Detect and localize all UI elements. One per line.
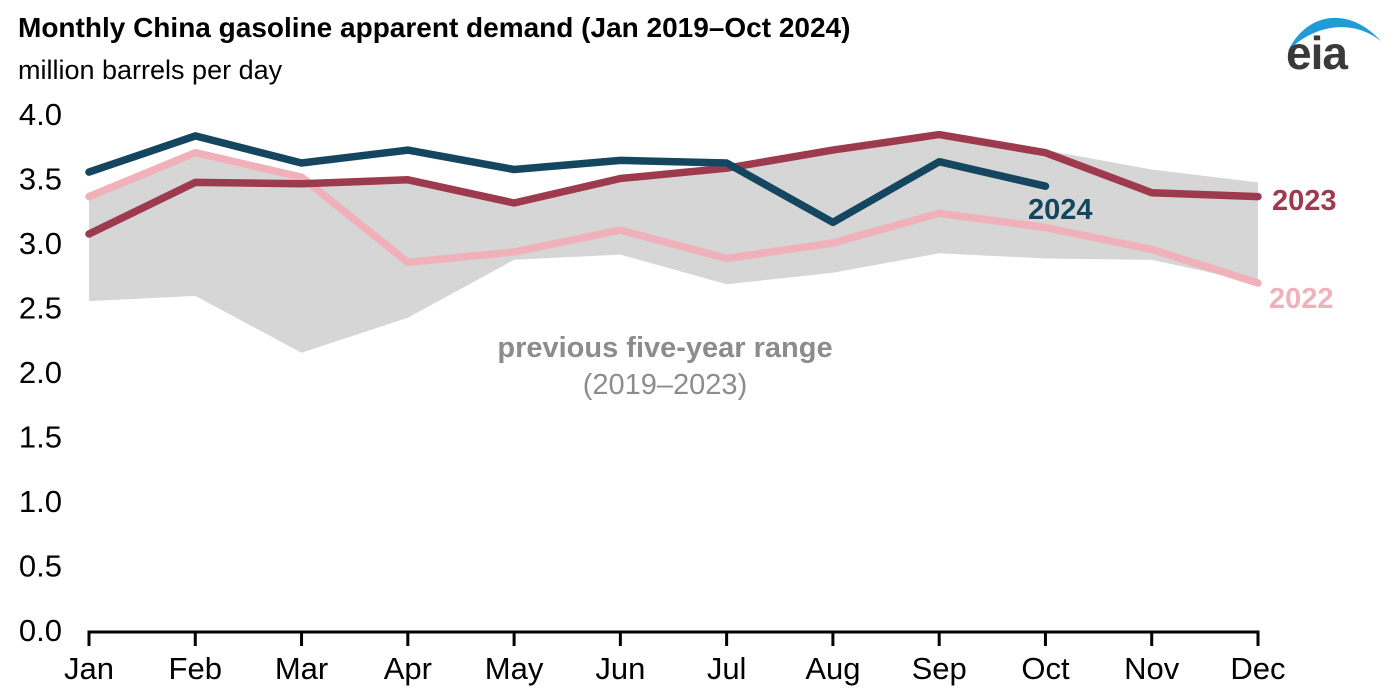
range-band-label: previous five-year range (2019–2023) [460, 330, 870, 404]
y-axis-label: 2.5 [19, 291, 62, 326]
x-axis-label: Aug [805, 651, 860, 686]
y-axis-label: 2.0 [19, 355, 62, 390]
x-axis-label: Oct [1021, 651, 1070, 686]
x-axis-label: Jan [64, 651, 114, 686]
y-axis-label: 0.5 [19, 549, 62, 584]
series-label-2023: 2023 [1272, 185, 1337, 217]
range-band-label-line2: (2019–2023) [582, 369, 748, 401]
y-axis-label: 0.0 [19, 613, 62, 648]
x-axis-label: Mar [275, 651, 328, 686]
y-axis-label: 3.5 [19, 162, 62, 197]
x-axis-label: Apr [384, 651, 432, 686]
x-axis-label: Jun [595, 651, 645, 686]
y-axis-label: 3.0 [19, 226, 62, 261]
x-axis-label: Feb [169, 651, 222, 686]
y-axis-label: 1.5 [19, 420, 62, 455]
series-label-2024: 2024 [1028, 194, 1093, 226]
y-axis-label: 1.0 [19, 484, 62, 519]
eia-logo-graphic: eia [1286, 17, 1381, 79]
x-axis-label: May [485, 651, 544, 686]
y-axis-label: 4.0 [19, 97, 62, 132]
series-line-2022 [85, 148, 1262, 287]
eia-swoosh-icon [1288, 17, 1381, 51]
chart-units-label: million barrels per day [18, 55, 283, 85]
x-axis-label: Dec [1230, 651, 1285, 686]
series-label-2022: 2022 [1269, 283, 1334, 315]
chart-title: Monthly China gasoline apparent demand (… [18, 12, 851, 43]
eia-logo-text: eia [1286, 27, 1348, 71]
series-line-2023 [85, 130, 1262, 238]
x-axis-label: Jul [707, 651, 747, 686]
series-line-2024 [85, 132, 1050, 227]
range-band-label-line1: previous five-year range [497, 332, 833, 364]
x-axis-label: Nov [1124, 651, 1180, 686]
x-axis-label: Sep [912, 651, 967, 686]
eia-logo: eia [1286, 5, 1382, 79]
